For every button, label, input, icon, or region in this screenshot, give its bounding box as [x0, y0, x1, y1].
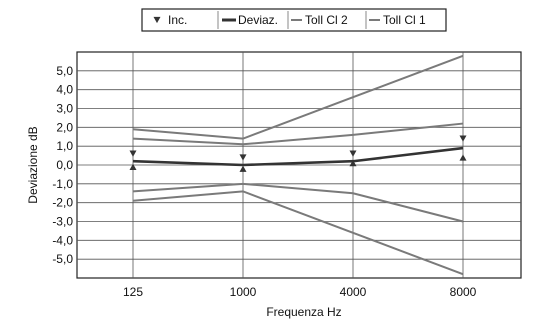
series-deviaz-line [132, 146, 464, 167]
legend-label-inc: Inc. [168, 13, 187, 27]
inc-marker-lower [129, 163, 137, 171]
inc-marker-upper [349, 150, 357, 157]
y-tick-label: 1,0 [56, 139, 73, 153]
y-tick-label: 3,0 [56, 102, 73, 116]
legend-label-toll2: Toll Cl 2 [305, 13, 348, 27]
y-tick-label: -4,0 [52, 233, 73, 247]
chart-legend: Inc. Deviaz. Toll Cl 2 Toll Cl 1 [141, 8, 447, 32]
x-tick-labels: 125 1000 4000 8000 [123, 285, 477, 299]
x-tick-label: 1000 [230, 285, 257, 299]
y-tick-label: -2,0 [52, 196, 73, 210]
legend-label-toll1: Toll Cl 1 [383, 13, 426, 27]
series-toll-cl-2-lower-line [132, 190, 464, 276]
x-tick-label: 4000 [340, 285, 367, 299]
y-tick-label: -5,0 [52, 252, 73, 266]
y-tick-label: 2,0 [56, 120, 73, 134]
inc-marker-lower [349, 159, 357, 167]
inc-marker-upper [239, 154, 247, 161]
series-toll-cl-2-upper-line [132, 54, 464, 140]
x-tick-label: 125 [123, 285, 143, 299]
inc-marker-lower [459, 154, 467, 161]
chart-grid [76, 51, 522, 279]
inc-marker-upper [459, 135, 467, 142]
y-tick-label: 0,0 [56, 158, 73, 172]
series-toll-cl-1-upper-line [132, 122, 464, 146]
y-tick-label: -3,0 [52, 215, 73, 229]
y-axis-title: Deviazione dB [26, 126, 40, 203]
x-tick-label: 8000 [450, 285, 477, 299]
inc-marker-upper [129, 150, 137, 157]
inc-marker-lower [239, 165, 247, 172]
y-tick-label: 5,0 [56, 64, 73, 78]
legend-label-deviaz: Deviaz. [238, 13, 278, 27]
x-axis-title: Frequenza Hz [266, 305, 341, 319]
legend-inc-marker [153, 16, 161, 24]
y-tick-labels: 5,0 4,0 3,0 2,0 1,0 0,0 -1,0 -2,0 -3,0 -4,0 -5,0 [52, 64, 73, 266]
y-tick-label: 4,0 [56, 83, 73, 97]
series-toll-cl-1-lower-line [132, 182, 464, 223]
y-tick-label: -1,0 [52, 177, 73, 191]
chart-series-layer [129, 54, 467, 276]
